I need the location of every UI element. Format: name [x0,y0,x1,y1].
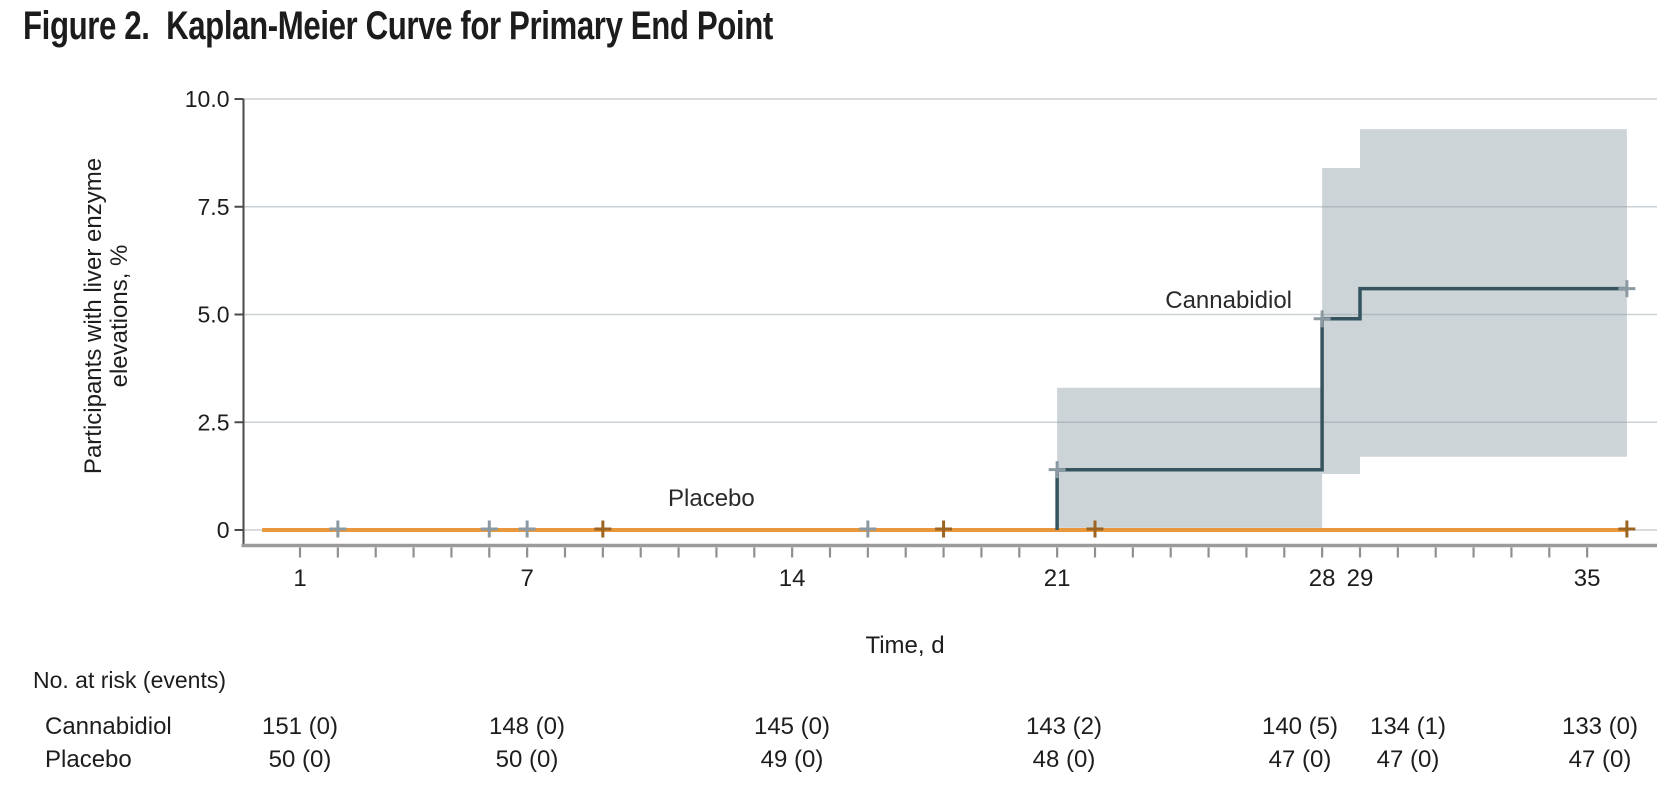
ci-band [1359,129,1627,457]
figure-title: Figure 2. Kaplan-Meier Curve for Primary… [23,4,773,48]
censor-mark-cannabidiol [1313,310,1331,328]
censor-mark-placebo [935,520,953,538]
placebo-curve-label: Placebo [668,485,755,512]
risk-cell: 47 (0) [1377,746,1440,773]
x-tick-label: 35 [1574,565,1601,592]
risk-cell: 47 (0) [1569,746,1632,773]
risk-cell: 145 (0) [754,713,830,740]
x-axis-title: Time, d [865,632,944,659]
risk-cell: 143 (2) [1026,713,1102,740]
x-tick-label: 14 [779,565,806,592]
y-tick-label: 0 [217,517,230,543]
risk-row-label: Placebo [45,746,132,773]
risk-cell: 140 (5) [1262,713,1338,740]
risk-cell: 148 (0) [489,713,565,740]
x-tick-label: 21 [1044,565,1071,592]
x-tick-label: 29 [1347,565,1374,592]
risk-cell: 49 (0) [761,746,824,773]
x-tick-label: 7 [520,565,533,592]
y-axis-title: Participants with liver enzyme [80,158,107,474]
risk-table-row: Placebo 50 (0) 50 (0) 49 (0) 48 (0) 47 (0) 47 … [45,746,1631,773]
risk-cell: 133 (0) [1562,713,1638,740]
y-tick-label: 5.0 [198,302,230,328]
censor-mark-cannabidiol [329,520,347,538]
y-tick-label: 7.5 [198,194,230,220]
risk-cell: 48 (0) [1033,746,1096,773]
censor-mark-placebo [1618,520,1636,538]
risk-table-header: No. at risk (events) [33,667,226,693]
risk-cell: 47 (0) [1269,746,1332,773]
censor-mark-cannabidiol [1048,461,1066,479]
ci-band [1322,167,1360,474]
risk-row-label: Cannabidiol [45,713,172,740]
censor-mark-cannabidiol [518,520,536,538]
risk-cell: 151 (0) [262,713,338,740]
cannabidiol-curve-label: Cannabidiol [1165,287,1292,314]
y-tick-label: 2.5 [198,409,230,435]
censor-mark-placebo [1086,520,1104,538]
ci-band [1057,387,1323,528]
risk-cell: 50 (0) [496,746,559,773]
censor-mark-cannabidiol [480,520,498,538]
x-tick-label: 1 [293,565,306,592]
censor-mark-cannabidiol [1618,280,1636,298]
risk-table-row: Cannabidiol 151 (0) 148 (0) 145 (0) 143 (2) 1… [45,713,1638,740]
censor-mark-placebo [594,520,612,538]
y-tick-label: 10.0 [185,86,230,112]
x-tick-label: 28 [1309,565,1336,592]
y-axis-title: elevations, % [106,245,133,388]
censor-mark-cannabidiol [859,520,877,538]
risk-cell: 134 (1) [1370,713,1446,740]
risk-cell: 50 (0) [269,746,332,773]
